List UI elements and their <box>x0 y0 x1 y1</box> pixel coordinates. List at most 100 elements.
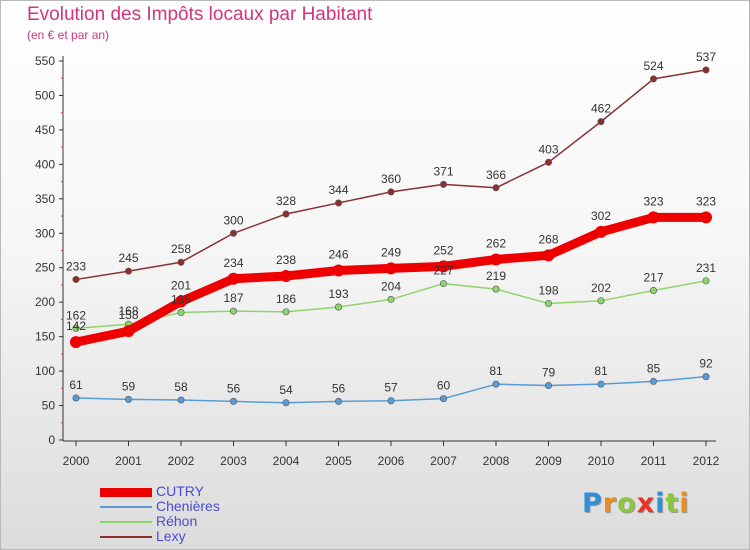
data-point-cutry <box>122 325 135 338</box>
data-point-chenieres <box>282 399 290 407</box>
data-label-rehon: 168 <box>118 304 138 318</box>
data-point-rehon <box>597 297 605 305</box>
logo-letter: t <box>665 488 680 519</box>
data-point-rehon <box>177 309 185 317</box>
data-point-rehon <box>492 285 500 293</box>
data-point-lexy <box>230 229 238 237</box>
data-label-chenieres: 56 <box>332 381 346 395</box>
data-label-cutry: 234 <box>223 256 243 270</box>
data-label-chenieres: 85 <box>647 361 661 375</box>
data-point-chenieres <box>597 380 605 388</box>
y-tick-label: 450 <box>35 123 55 137</box>
data-point-chenieres <box>387 397 395 405</box>
data-point-chenieres <box>125 395 133 403</box>
data-label-lexy: 524 <box>643 59 663 73</box>
data-point-cutry <box>542 249 555 262</box>
data-label-chenieres: 57 <box>384 381 398 395</box>
logo-letter: i <box>655 488 666 519</box>
data-point-lexy <box>72 275 80 283</box>
x-tick-label: 2009 <box>535 454 562 468</box>
data-label-rehon: 231 <box>696 261 716 275</box>
data-label-cutry: 142 <box>66 319 86 333</box>
y-tick-label: 100 <box>35 364 55 378</box>
data-label-cutry: 249 <box>381 245 401 259</box>
data-label-chenieres: 81 <box>594 364 608 378</box>
y-tick-label: 350 <box>35 192 55 206</box>
data-label-lexy: 366 <box>486 168 506 182</box>
data-point-rehon <box>439 280 447 288</box>
data-label-cutry: 252 <box>433 243 453 257</box>
x-tick-label: 2008 <box>483 454 510 468</box>
data-point-cutry <box>332 264 345 277</box>
data-label-cutry: 158 <box>118 308 138 322</box>
x-tick-label: 2010 <box>588 454 615 468</box>
x-tick-label: 2001 <box>115 454 142 468</box>
data-label-rehon: 162 <box>66 308 86 322</box>
data-label-cutry: 262 <box>486 236 506 250</box>
data-point-cutry <box>700 211 712 224</box>
data-label-chenieres: 79 <box>542 366 556 380</box>
data-label-cutry: 323 <box>696 194 716 208</box>
data-point-cutry <box>280 269 292 282</box>
data-label-rehon: 204 <box>381 279 401 293</box>
data-label-rehon: 198 <box>538 284 558 298</box>
chart-subtitle: (en € et par an) <box>27 28 110 42</box>
data-label-cutry: 323 <box>643 194 663 208</box>
data-point-cutry <box>227 272 240 285</box>
data-point-chenieres <box>439 395 447 403</box>
data-point-chenieres <box>72 394 80 402</box>
x-tick-label: 2012 <box>693 454 720 468</box>
y-tick-label: 200 <box>35 295 55 309</box>
data-label-cutry: 246 <box>328 247 348 261</box>
data-label-lexy: 258 <box>171 242 191 256</box>
data-label-lexy: 328 <box>276 194 296 208</box>
legend-label-rehon: Réhon <box>156 513 198 529</box>
x-tick-label: 2006 <box>378 454 405 468</box>
data-point-rehon <box>230 307 238 315</box>
data-point-cutry <box>490 253 502 266</box>
data-label-cutry: 302 <box>591 209 611 223</box>
data-label-lexy: 344 <box>328 183 348 197</box>
data-point-chenieres <box>492 380 500 388</box>
y-tick-label: 300 <box>35 226 55 240</box>
data-point-lexy <box>702 66 710 74</box>
data-label-rehon: 202 <box>591 281 611 295</box>
y-tick-label: 0 <box>48 433 55 447</box>
data-point-lexy <box>597 118 605 126</box>
data-label-chenieres: 92 <box>699 357 713 371</box>
data-point-cutry <box>385 262 397 275</box>
y-tick-label: 150 <box>35 330 55 344</box>
data-point-rehon <box>72 324 80 332</box>
data-label-rehon: 227 <box>433 264 453 278</box>
data-point-lexy <box>177 258 185 266</box>
x-tick-label: 2007 <box>430 454 457 468</box>
data-point-chenieres <box>544 382 552 390</box>
data-point-chenieres <box>230 397 238 405</box>
legend-label-cutry: CUTRY <box>156 483 204 499</box>
data-point-rehon <box>649 286 657 294</box>
data-label-lexy: 403 <box>538 142 558 156</box>
data-point-chenieres <box>177 396 185 404</box>
data-point-lexy <box>492 184 500 192</box>
data-label-rehon: 193 <box>328 287 348 301</box>
logo-letter: P <box>582 488 603 519</box>
data-point-rehon <box>334 303 342 311</box>
data-point-lexy <box>649 75 657 83</box>
data-point-lexy <box>125 267 133 275</box>
data-point-cutry <box>175 295 187 308</box>
data-label-chenieres: 60 <box>437 379 451 393</box>
data-point-lexy <box>439 180 447 188</box>
data-point-cutry <box>647 211 660 224</box>
data-point-cutry <box>595 225 607 238</box>
data-label-lexy: 537 <box>696 50 716 64</box>
proxiti-logo: Proxiti <box>582 488 690 519</box>
logo-letter: x <box>636 488 656 519</box>
data-point-rehon <box>702 277 710 285</box>
data-label-cutry: 268 <box>538 232 558 246</box>
data-label-cutry: 201 <box>171 278 191 292</box>
data-point-chenieres <box>334 397 342 405</box>
data-label-rehon: 185 <box>171 293 191 307</box>
data-point-lexy <box>544 158 552 166</box>
